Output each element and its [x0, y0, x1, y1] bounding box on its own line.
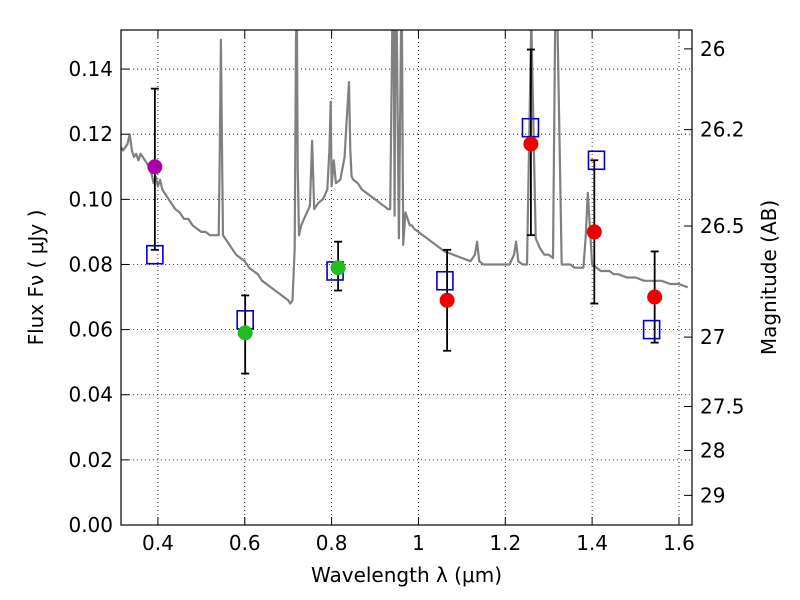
y-tick-label: 0.08: [68, 252, 113, 276]
observed-flux-point: [647, 289, 663, 305]
y2-tick-label: 26: [700, 37, 725, 61]
y-tick-label: 0.02: [68, 448, 113, 472]
model-flux-square: [146, 244, 164, 265]
x-tick-label: 1.6: [663, 531, 695, 555]
observed-flux-point: [439, 292, 455, 308]
model-flux-square: [587, 150, 606, 171]
x-tick-label: 0.8: [316, 531, 348, 555]
axis-ticks: 0.4 0.6 0.8 1 1.2 1.4 1.6 0.00 0.02 0.04 0.06 0.08 0…: [68, 30, 745, 555]
y-tick-label: 0.12: [68, 122, 113, 146]
x-tick-label: 1.4: [576, 531, 608, 555]
observed-flux-point: [330, 260, 346, 276]
y2-tick-label: 29: [700, 483, 725, 507]
y2-tick-label: 26.2: [700, 118, 745, 142]
y-tick-label: 0.14: [68, 57, 113, 81]
y-tick-label: 0.04: [68, 383, 113, 407]
y2-tick-label: 26.5: [700, 214, 745, 238]
grid-lines: [121, 30, 692, 525]
model-flux-square: [436, 270, 454, 291]
observed-flux-point: [586, 224, 602, 240]
x-tick-label: 0.4: [142, 531, 174, 555]
x-tick-label: 1: [412, 531, 425, 555]
observed-flux-point: [147, 159, 163, 175]
x-tick-label: 0.6: [229, 531, 261, 555]
y-tick-label: 0.10: [68, 187, 113, 211]
x-axis-label: Wavelength λ (μm): [311, 563, 502, 587]
model-spectrum-line: [121, 30, 689, 305]
y-axis-label: Flux Fν ( μJy ): [24, 210, 48, 346]
observed-flux-point: [237, 325, 253, 341]
model-flux-square: [642, 319, 661, 340]
y2-axis-label: Magnitude (AB): [757, 200, 781, 355]
y-tick-label: 0.00: [68, 513, 113, 537]
y2-tick-label: 27.5: [700, 394, 745, 418]
y-tick-label: 0.06: [68, 318, 113, 342]
observed-flux-point: [523, 136, 539, 152]
model-spectrum-layer: [121, 30, 689, 305]
plot-frame: [120, 29, 693, 526]
observed-points-layer: [147, 136, 663, 341]
y2-tick-label: 27: [700, 325, 725, 349]
x-tick-label: 1.2: [489, 531, 521, 555]
y2-tick-label: 28: [700, 438, 725, 462]
